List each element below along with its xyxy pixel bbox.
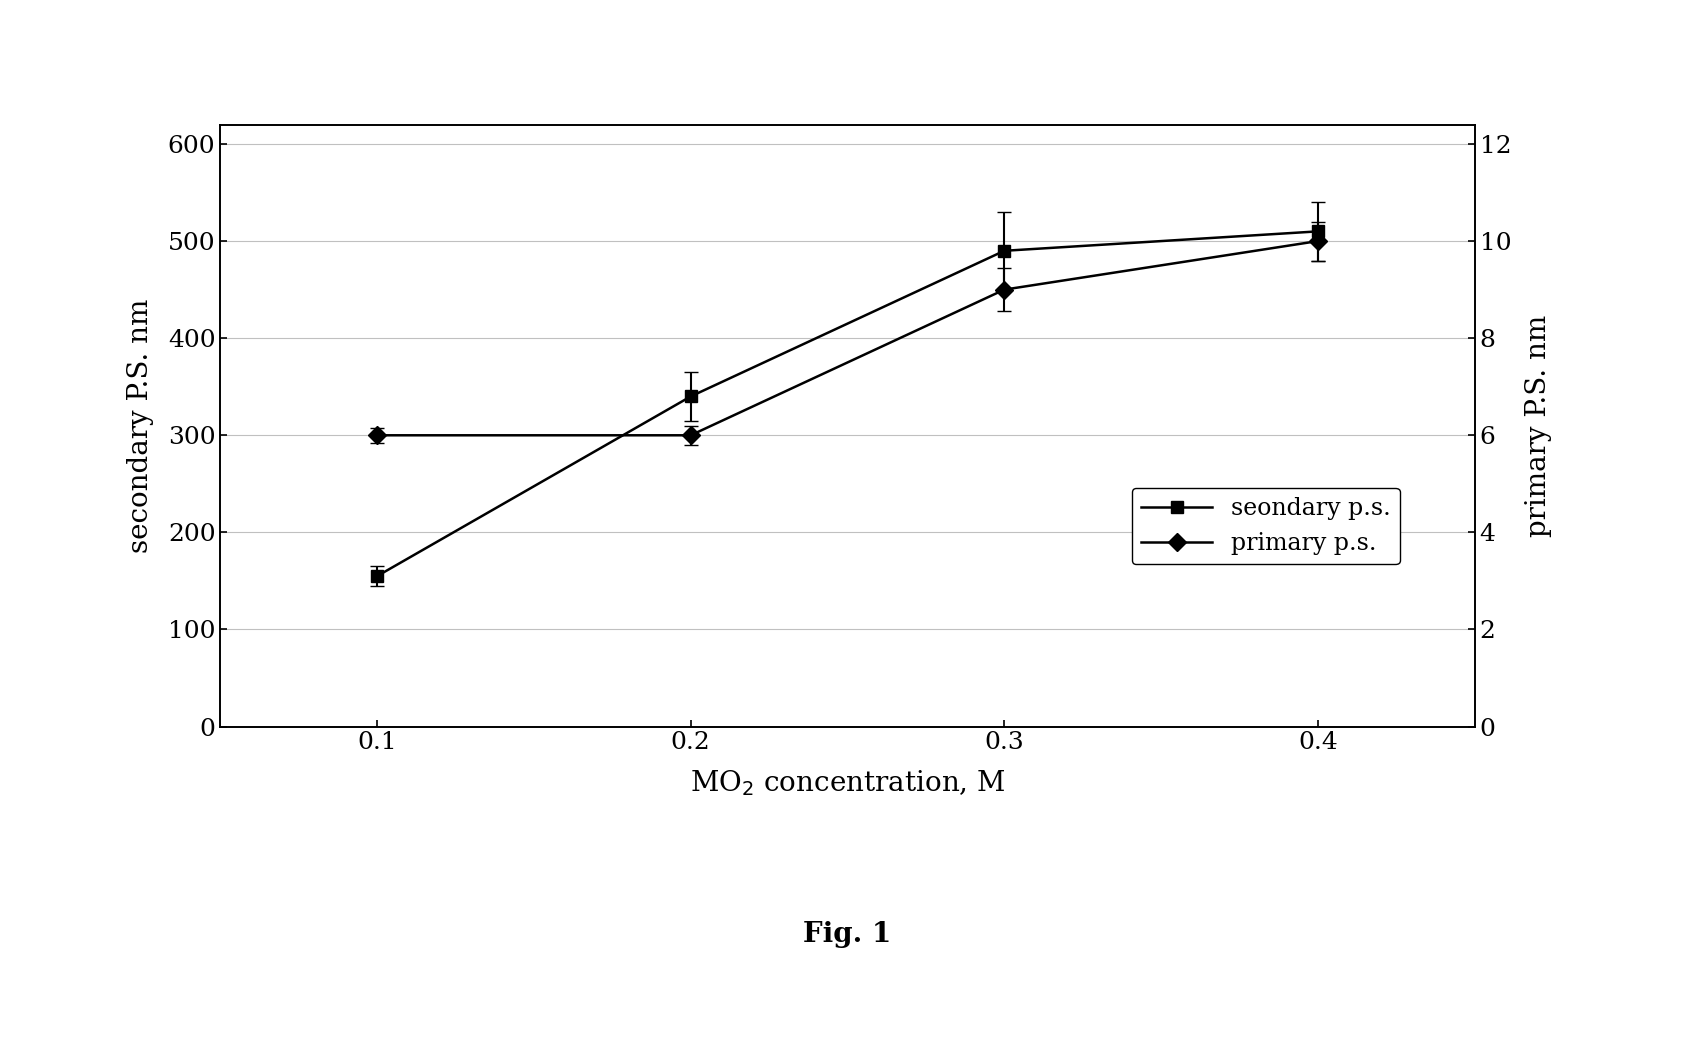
Text: Fig. 1: Fig. 1 xyxy=(803,921,892,948)
Y-axis label: secondary P.S. nm: secondary P.S. nm xyxy=(127,298,154,553)
Y-axis label: primary P.S. nm: primary P.S. nm xyxy=(1526,315,1553,537)
Legend: seondary p.s., primary p.s.: seondary p.s., primary p.s. xyxy=(1132,488,1400,565)
X-axis label: MO$_2$ concentration, M: MO$_2$ concentration, M xyxy=(690,768,1005,798)
